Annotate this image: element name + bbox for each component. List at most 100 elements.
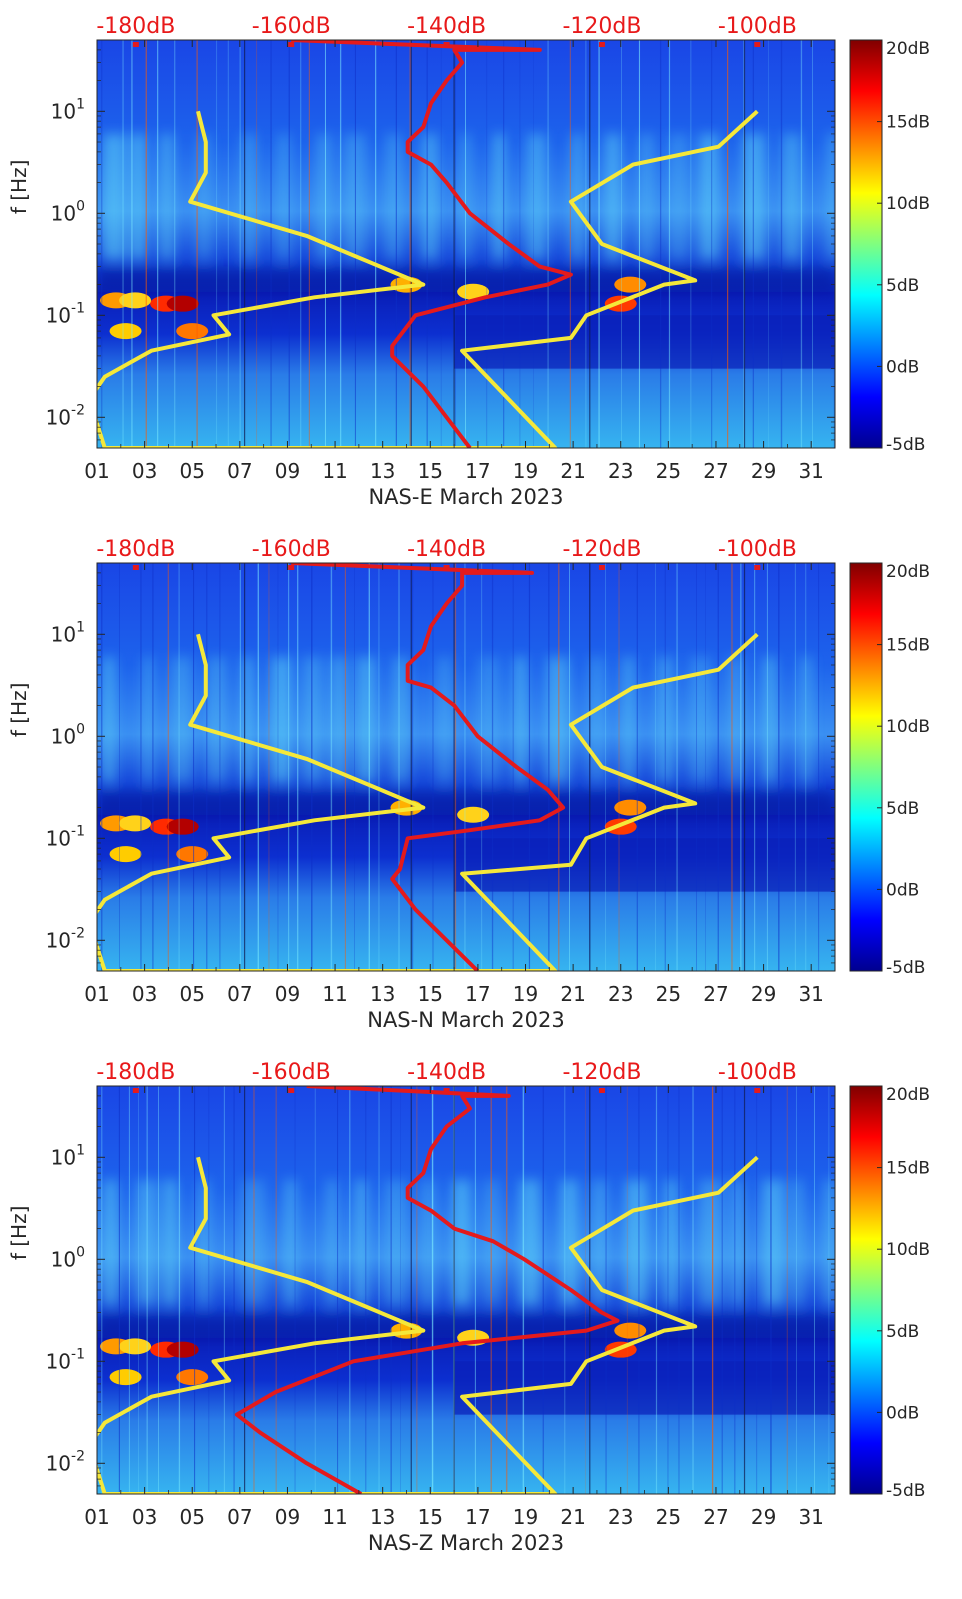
x-tick-label: 15	[418, 1505, 443, 1529]
x-tick-label: 13	[370, 982, 395, 1006]
series-psd-line	[234, 1086, 620, 1494]
x-tick-label: 15	[418, 459, 443, 483]
colorbar-label: 0dB	[886, 1403, 919, 1423]
colorbar-label: 15dB	[886, 113, 930, 133]
x-tick-label: 25	[656, 459, 681, 483]
x-tick-label: 17	[465, 459, 490, 483]
top-axis-label: -100dB	[718, 1060, 797, 1085]
x-tick-label: 15	[418, 982, 443, 1006]
colorbar-label: -5dB	[886, 1481, 925, 1501]
x-tick-label: 17	[465, 1505, 490, 1529]
panel-2: 01 03 05 07 09 11 13 15 17 19 21 23 25 27 29 31 10-2 10-1…	[7, 537, 930, 1032]
series-noise-model-line	[97, 1155, 759, 1494]
top-axis-marker	[598, 565, 605, 570]
x-tick-label: 25	[656, 982, 681, 1006]
top-axis-label: -140dB	[407, 14, 486, 39]
x-tick-label: 09	[275, 459, 300, 483]
spectrogram	[97, 40, 835, 448]
x-tick-label: 21	[560, 1505, 585, 1529]
x-tick-label: 09	[275, 982, 300, 1006]
top-axis-label: -160dB	[252, 1060, 331, 1085]
top-axis-marker	[754, 42, 761, 47]
x-tick-label: 05	[179, 1505, 204, 1529]
colorbar-label: 10dB	[886, 194, 930, 214]
x-tick-label: 13	[370, 459, 395, 483]
y-tick-label: 101	[51, 1142, 85, 1169]
x-tick-label: 23	[608, 982, 633, 1006]
x-tick-label: 07	[227, 982, 252, 1006]
colorbar: 20dB 15dB 10dB 5dB 0dB -5dB	[849, 39, 930, 455]
top-axis-marker	[598, 42, 605, 47]
y-tick-label: 10-2	[46, 1448, 85, 1475]
y-axis-label: f [Hz]	[7, 160, 31, 215]
y-tick-label: 101	[51, 619, 85, 646]
colorbar: 20dB 15dB 10dB 5dB 0dB -5dB	[849, 562, 930, 978]
colorbar-label: 20dB	[886, 562, 930, 582]
series-psd-line	[291, 40, 573, 448]
x-tick-label: 03	[132, 982, 157, 1006]
x-tick-label: 09	[275, 1505, 300, 1529]
colorbar-label: 0dB	[886, 880, 919, 900]
colorbar-label: 5dB	[886, 1322, 919, 1342]
top-axis-label: -180dB	[96, 14, 175, 39]
top-axis-marker	[443, 565, 450, 570]
x-tick-label: 07	[227, 1505, 252, 1529]
x-tick-label: 21	[560, 982, 585, 1006]
x-axis-label: NAS-Z March 2023	[368, 1531, 564, 1555]
series-noise-model-line	[97, 109, 759, 448]
x-tick-label: 05	[179, 982, 204, 1006]
colorbar: 20dB 15dB 10dB 5dB 0dB -5dB	[849, 1085, 930, 1501]
x-tick-label: 27	[703, 459, 728, 483]
y-tick-label: 10-1	[46, 300, 85, 327]
top-axis-marker	[288, 565, 295, 570]
x-tick-label: 29	[751, 459, 776, 483]
top-axis-label: -140dB	[407, 1060, 486, 1085]
y-axis-label: f [Hz]	[7, 1206, 31, 1261]
x-tick-label: 07	[227, 459, 252, 483]
x-tick-label: 05	[179, 459, 204, 483]
x-tick-label: 01	[84, 1505, 109, 1529]
top-axis-marker	[598, 1088, 605, 1093]
x-tick-label: 19	[513, 459, 538, 483]
top-axis-label: -120dB	[562, 537, 641, 562]
y-tick-label: 10-1	[46, 823, 85, 850]
x-tick-label: 17	[465, 982, 490, 1006]
colorbar-gradient	[849, 562, 883, 972]
x-tick-label: 29	[751, 1505, 776, 1529]
x-tick-label: 23	[608, 459, 633, 483]
top-axis-label: -180dB	[96, 537, 175, 562]
top-axis-label: -120dB	[562, 1060, 641, 1085]
x-axis-label: NAS-E March 2023	[368, 485, 563, 509]
top-axis-marker	[754, 1088, 761, 1093]
colorbar-label: 20dB	[886, 1085, 930, 1105]
x-tick-label: 01	[84, 459, 109, 483]
x-tick-label: 27	[703, 1505, 728, 1529]
colorbar-label: 20dB	[886, 39, 930, 59]
y-tick-label: 100	[51, 198, 85, 225]
top-axis-label: -160dB	[252, 14, 331, 39]
spectrogram	[97, 563, 835, 971]
y-tick-label: 101	[51, 96, 85, 123]
x-tick-label: 03	[132, 1505, 157, 1529]
x-tick-label: 11	[322, 982, 347, 1006]
x-tick-label: 13	[370, 1505, 395, 1529]
top-axis-label: -140dB	[407, 537, 486, 562]
x-tick-label: 27	[703, 982, 728, 1006]
x-tick-label: 29	[751, 982, 776, 1006]
spectrogram	[97, 1086, 835, 1494]
top-axis-label: -100dB	[718, 537, 797, 562]
x-tick-label: 19	[513, 1505, 538, 1529]
colorbar-label: 15dB	[886, 636, 930, 656]
x-tick-label: 25	[656, 1505, 681, 1529]
x-tick-label: 31	[798, 982, 823, 1006]
panel-3: 01 03 05 07 09 11 13 15 17 19 21 23 25 27 29 31 10-2 10-1…	[7, 1060, 930, 1555]
colorbar-label: 10dB	[886, 1240, 930, 1260]
top-axis-marker	[443, 1088, 450, 1093]
colorbar-gradient	[849, 39, 883, 449]
x-tick-label: 03	[132, 459, 157, 483]
top-axis-marker	[443, 42, 450, 47]
top-axis-label: -160dB	[252, 537, 331, 562]
x-axis-label: NAS-N March 2023	[367, 1008, 565, 1032]
colorbar-label: 15dB	[886, 1159, 930, 1179]
top-axis-marker	[132, 42, 139, 47]
